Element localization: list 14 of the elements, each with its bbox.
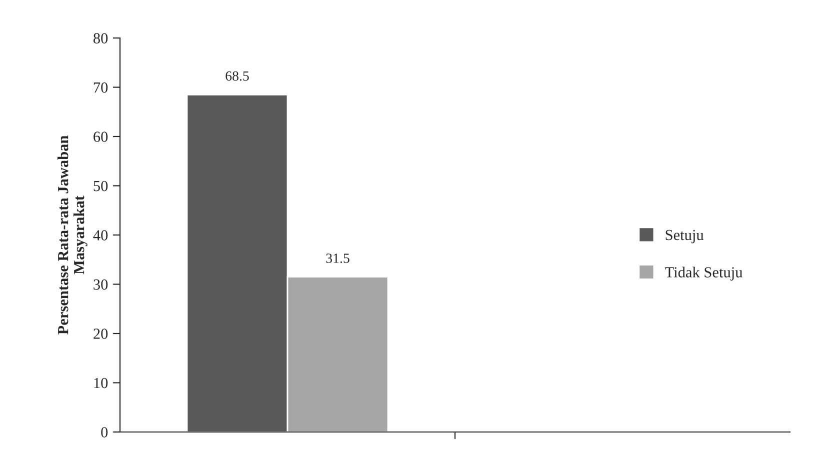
y-tick-label: 10: [94, 378, 108, 388]
legend-label: Setuju: [666, 230, 704, 244]
data-label: 31.5: [326, 254, 350, 263]
y-tick-label: 70: [94, 82, 108, 93]
y-tick-label: 30: [94, 279, 108, 290]
y-tick-label: 20: [94, 328, 108, 339]
y-tick-label: 50: [94, 180, 108, 192]
y-tick-label: 60: [94, 132, 108, 142]
legend-label: Tidak Setuju: [665, 266, 742, 281]
data-label: 68.5: [226, 71, 249, 81]
y-axis-title: Persentase Rata-rata Jawaban Masyarakat: [57, 136, 88, 334]
y-tick-label: 0: [101, 427, 108, 438]
y-tick-label: 80: [94, 33, 108, 44]
y-tick-label: 40: [93, 230, 108, 240]
